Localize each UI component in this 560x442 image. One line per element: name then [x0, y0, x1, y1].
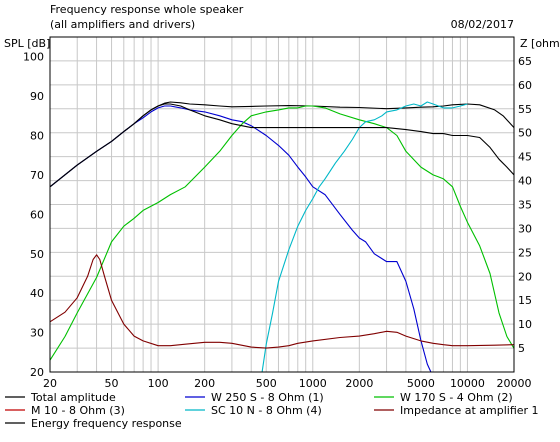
y2-tick-label: 10 — [518, 318, 532, 331]
legend-label: W 250 S - 8 Ohm (1) — [211, 391, 324, 404]
legend-label: Impedance at amplifier 1 — [400, 404, 539, 417]
x-tick-label: 200 — [194, 377, 215, 390]
series-line — [49, 103, 515, 188]
y-tick-label: 80 — [30, 130, 44, 143]
x-tick-label: 500 — [256, 377, 277, 390]
y-tick-label: 20 — [30, 366, 44, 379]
x-tick-label: 5000 — [407, 377, 435, 390]
y2-tick-label: 40 — [518, 175, 532, 188]
x-tick-label: 20000 — [497, 377, 532, 390]
y2-tick-label: 65 — [518, 55, 532, 68]
x-tick-label: 50 — [105, 377, 119, 390]
y2-tick-label: 50 — [518, 127, 532, 140]
y-axis-label: SPL [dB] — [4, 37, 50, 50]
y-tick-label: 30 — [30, 327, 44, 340]
series-line — [49, 105, 515, 361]
series-line — [49, 105, 432, 373]
legend: Total amplitude W 250 S - 8 Ohm (1) W 170 … — [5, 391, 539, 430]
tick-labels: 20 30 40 50 60 70 80 90 100 5 10 15 20 25 30 35 40 45 50 55… — [23, 51, 532, 390]
y-tick-label: 50 — [30, 248, 44, 261]
x-tick-label: 10000 — [450, 377, 485, 390]
legend-label: Energy frequency response — [31, 417, 182, 430]
y2-tick-label: 5 — [518, 342, 525, 355]
y2-tick-label: 35 — [518, 199, 532, 212]
series-line — [49, 254, 515, 349]
y-tick-label: 100 — [23, 51, 44, 64]
plot-frame — [49, 36, 515, 373]
y-tick-label: 60 — [30, 208, 44, 221]
y-tick-label: 40 — [30, 287, 44, 300]
y2-tick-label: 15 — [518, 294, 532, 307]
series-line — [261, 101, 468, 373]
legend-label: Total amplitude — [30, 391, 116, 404]
y2-tick-label: 45 — [518, 151, 532, 164]
y2-tick-label: 60 — [518, 79, 532, 92]
y2-tick-label: 30 — [518, 222, 532, 235]
y2-tick-label: 55 — [518, 103, 532, 116]
x-tick-label: 1000 — [299, 377, 327, 390]
x-tick-label: 20 — [43, 377, 57, 390]
chart-date: 08/02/2017 — [451, 18, 514, 31]
chart-subtitle: (all amplifiers and drivers) — [50, 18, 195, 31]
y-tick-label: 70 — [30, 169, 44, 182]
grid-lines — [50, 37, 514, 372]
y2-tick-label: 25 — [518, 246, 532, 259]
y2-axis-label: Z [ohm] — [520, 37, 560, 50]
x-tick-label: 2000 — [345, 377, 373, 390]
y-tick-label: 90 — [30, 90, 44, 103]
x-tick-label: 100 — [148, 377, 169, 390]
legend-label: M 10 - 8 Ohm (3) — [31, 404, 125, 417]
chart-title: Frequency response whole speaker — [50, 3, 244, 16]
legend-label: SC 10 N - 8 Ohm (4) — [211, 404, 322, 417]
y2-tick-label: 20 — [518, 270, 532, 283]
legend-label: W 170 S - 4 Ohm (2) — [400, 391, 513, 404]
